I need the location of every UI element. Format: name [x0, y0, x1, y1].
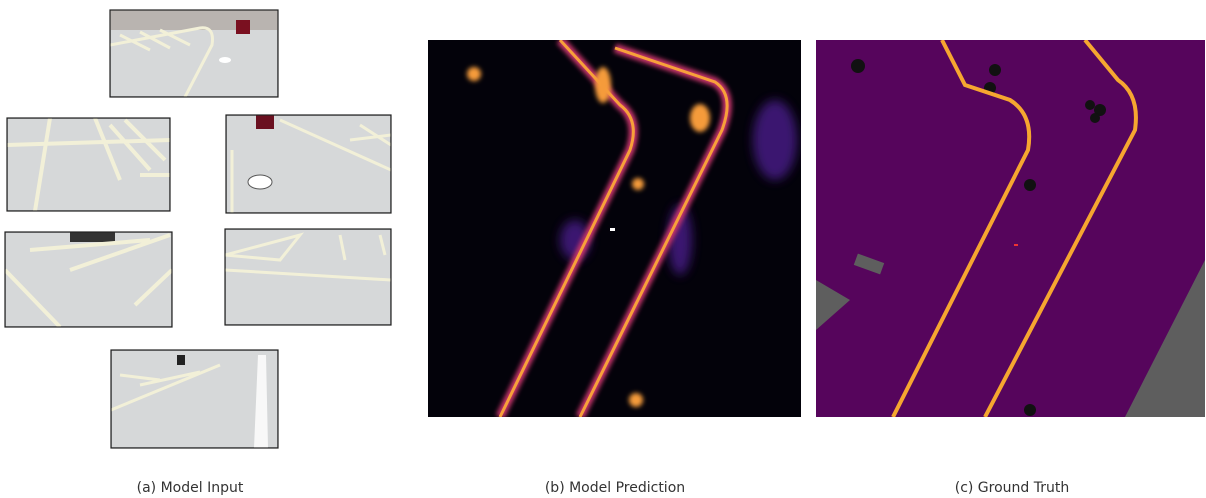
- caption: (b) Model Prediction: [545, 480, 685, 496]
- figure: (a) Model Input (b) Model Prediction (c)…: [0, 0, 1206, 498]
- shape: [595, 67, 611, 103]
- shape: [1024, 404, 1036, 416]
- shape: [989, 64, 1001, 76]
- shape: [816, 40, 1205, 417]
- shape: [177, 355, 185, 365]
- shape: [1024, 179, 1036, 191]
- shape: [1014, 244, 1018, 246]
- shape: [236, 20, 250, 34]
- shape: [753, 100, 797, 180]
- prediction-heatmap: [428, 40, 801, 417]
- shape: [467, 67, 481, 81]
- shape: [1085, 100, 1095, 110]
- camera-back-right: [225, 229, 391, 325]
- camera-back: [111, 350, 278, 448]
- caption: (a) Model Input: [137, 480, 244, 496]
- shape: [629, 393, 643, 407]
- camera-images: [5, 10, 391, 448]
- shape: [690, 104, 710, 132]
- camera-front-right: [226, 115, 391, 213]
- shape: [70, 232, 115, 242]
- shape: [248, 175, 272, 189]
- camera-front-left: [7, 118, 170, 211]
- shape: [632, 178, 644, 190]
- ground-truth-map: [816, 40, 1205, 417]
- camera-back-left: [5, 232, 172, 327]
- shape: [219, 57, 231, 63]
- shape: [610, 228, 615, 231]
- shape: [110, 10, 278, 30]
- camera-front: [110, 10, 278, 97]
- shape: [1090, 113, 1100, 123]
- shape: [851, 59, 865, 73]
- caption: (c) Ground Truth: [955, 480, 1070, 496]
- shape: [256, 115, 274, 129]
